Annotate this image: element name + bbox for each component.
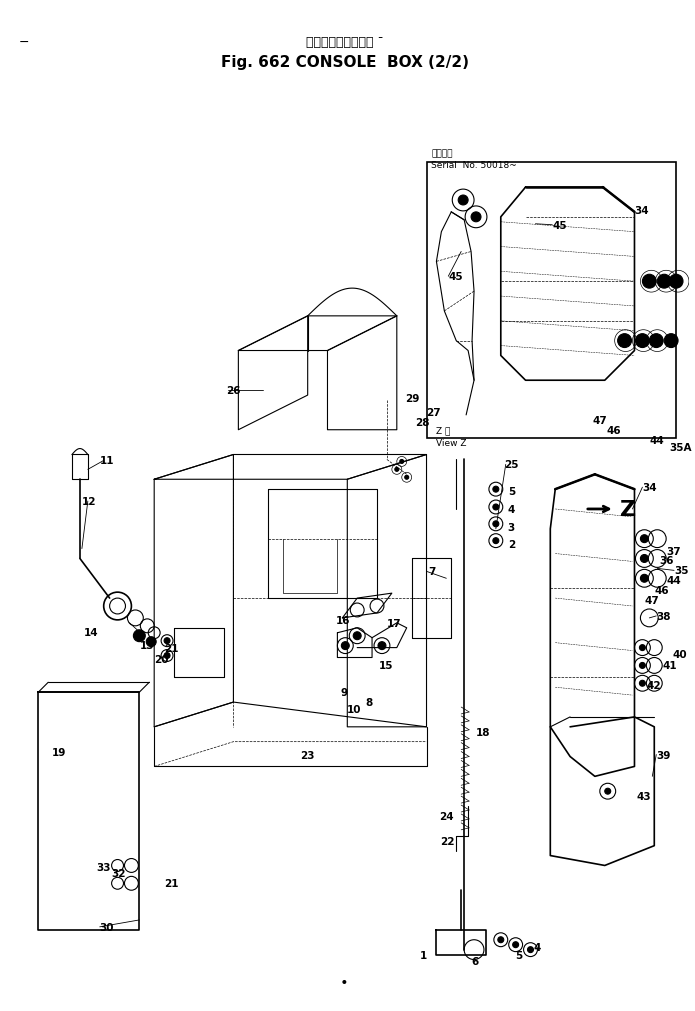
Circle shape xyxy=(404,476,409,480)
Circle shape xyxy=(395,468,399,472)
Text: 34: 34 xyxy=(635,205,649,215)
Circle shape xyxy=(353,632,361,640)
Text: 21: 21 xyxy=(164,643,179,653)
Text: 45: 45 xyxy=(448,272,463,282)
Text: 16: 16 xyxy=(336,616,350,625)
Circle shape xyxy=(498,937,504,943)
Text: Z: Z xyxy=(620,499,636,520)
Text: 23: 23 xyxy=(300,750,314,760)
Circle shape xyxy=(669,275,683,289)
Circle shape xyxy=(639,680,646,686)
Text: 2: 2 xyxy=(508,539,515,549)
Circle shape xyxy=(458,196,468,206)
Bar xyxy=(427,163,676,438)
Circle shape xyxy=(642,275,656,289)
Text: 35: 35 xyxy=(674,566,689,576)
Text: 26: 26 xyxy=(227,386,241,395)
Circle shape xyxy=(639,645,646,651)
Text: 36: 36 xyxy=(660,556,673,566)
Text: Serial  No. 50018~: Serial No. 50018~ xyxy=(432,161,517,170)
Text: 8: 8 xyxy=(365,698,373,708)
Text: 27: 27 xyxy=(427,407,441,418)
Circle shape xyxy=(378,642,386,650)
Text: 37: 37 xyxy=(667,546,681,556)
Text: 33: 33 xyxy=(97,862,111,872)
Circle shape xyxy=(640,574,648,582)
Text: 44: 44 xyxy=(649,435,664,445)
Text: 9: 9 xyxy=(341,687,348,698)
Text: 32: 32 xyxy=(112,868,126,879)
Text: 47: 47 xyxy=(593,416,607,426)
Circle shape xyxy=(635,335,649,348)
Text: 28: 28 xyxy=(415,418,429,428)
Text: 15: 15 xyxy=(379,661,393,670)
Text: 47: 47 xyxy=(644,595,659,606)
Circle shape xyxy=(640,555,648,563)
Circle shape xyxy=(493,538,499,544)
Circle shape xyxy=(146,637,156,647)
Text: 3: 3 xyxy=(508,523,515,532)
Text: 14: 14 xyxy=(84,627,99,637)
Text: 18: 18 xyxy=(476,727,491,737)
Text: 44: 44 xyxy=(667,575,681,585)
Text: 25: 25 xyxy=(504,460,518,470)
Circle shape xyxy=(493,504,499,511)
Circle shape xyxy=(649,335,663,348)
Text: 12: 12 xyxy=(82,496,97,507)
Circle shape xyxy=(664,335,678,348)
Text: 20: 20 xyxy=(154,655,169,665)
Text: 17: 17 xyxy=(387,619,402,628)
Text: 30: 30 xyxy=(99,922,114,932)
Circle shape xyxy=(471,212,481,222)
Text: View Z: View Z xyxy=(436,439,467,448)
Circle shape xyxy=(618,335,632,348)
Text: 43: 43 xyxy=(637,792,651,802)
Circle shape xyxy=(164,638,170,644)
Text: 42: 42 xyxy=(646,680,661,691)
Text: 21: 21 xyxy=(164,879,179,889)
Text: 6: 6 xyxy=(471,955,478,966)
Text: 29: 29 xyxy=(404,393,419,403)
Text: 1: 1 xyxy=(420,949,427,959)
Circle shape xyxy=(639,663,646,668)
Circle shape xyxy=(640,535,648,543)
Circle shape xyxy=(513,942,518,947)
Text: コンソールボックス ¯: コンソールボックス ¯ xyxy=(306,36,384,49)
Circle shape xyxy=(164,653,170,659)
Circle shape xyxy=(605,789,611,795)
Text: 38: 38 xyxy=(656,612,671,622)
Text: 7: 7 xyxy=(429,567,436,577)
Text: 40: 40 xyxy=(672,649,687,659)
Text: 19: 19 xyxy=(52,747,67,757)
Circle shape xyxy=(493,486,499,492)
Circle shape xyxy=(528,946,534,952)
Text: −: − xyxy=(19,36,29,49)
Text: 22: 22 xyxy=(441,836,455,846)
Circle shape xyxy=(133,630,145,642)
Text: Fig. 662 CONSOLE  BOX (2/2): Fig. 662 CONSOLE BOX (2/2) xyxy=(221,55,469,70)
Text: 41: 41 xyxy=(662,661,677,670)
Text: 13: 13 xyxy=(139,640,154,650)
Text: 46: 46 xyxy=(654,585,669,595)
Text: 5: 5 xyxy=(516,949,523,959)
Text: ∙: ∙ xyxy=(340,975,349,989)
Text: 24: 24 xyxy=(439,811,454,821)
Text: 4: 4 xyxy=(534,941,541,951)
Text: 34: 34 xyxy=(642,482,657,492)
Circle shape xyxy=(341,642,350,650)
Circle shape xyxy=(400,460,404,464)
Text: 45: 45 xyxy=(553,220,567,231)
Text: 適用号機: 適用号機 xyxy=(432,149,453,158)
Text: 4: 4 xyxy=(508,504,515,515)
Text: 5: 5 xyxy=(508,486,515,496)
Circle shape xyxy=(657,275,671,289)
Text: Z 着: Z 着 xyxy=(436,426,451,435)
Text: 35A: 35A xyxy=(669,442,692,452)
Text: 46: 46 xyxy=(607,426,621,436)
Text: 39: 39 xyxy=(656,750,671,760)
Text: 11: 11 xyxy=(99,456,114,466)
Circle shape xyxy=(493,522,499,528)
Text: 10: 10 xyxy=(348,705,362,715)
